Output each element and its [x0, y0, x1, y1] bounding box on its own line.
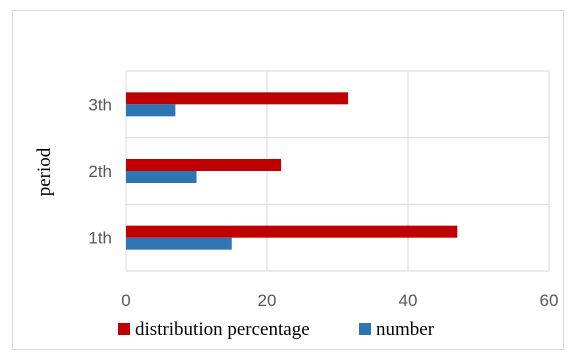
- legend: distribution percentage number: [118, 319, 435, 340]
- y-tick-label: 3th: [88, 95, 112, 114]
- x-tick-label: 40: [399, 291, 418, 310]
- x-tick-label: 0: [121, 291, 130, 310]
- x-tick-label: 20: [258, 291, 277, 310]
- x-axis-ticks: 0 20 40 60: [121, 291, 558, 310]
- bar-distribution-percentage: [126, 225, 458, 238]
- legend-swatch: [118, 323, 130, 335]
- y-tick-label: 2th: [88, 162, 112, 181]
- y-axis-title: period: [34, 147, 55, 196]
- chart-frame: [12, 10, 564, 350]
- bar-number: [126, 171, 197, 183]
- legend-label: distribution percentage: [135, 319, 310, 340]
- legend-label: number: [376, 319, 435, 340]
- y-axis-ticks: 1th 2th 3th: [88, 95, 112, 247]
- bar-distribution-percentage: [126, 159, 282, 171]
- bar-number: [126, 237, 232, 250]
- bars: [126, 92, 458, 250]
- bar-distribution-percentage: [126, 92, 349, 105]
- bar-number: [126, 104, 176, 117]
- legend-swatch: [359, 323, 371, 335]
- y-tick-label: 1th: [88, 229, 112, 248]
- x-tick-label: 60: [540, 291, 559, 310]
